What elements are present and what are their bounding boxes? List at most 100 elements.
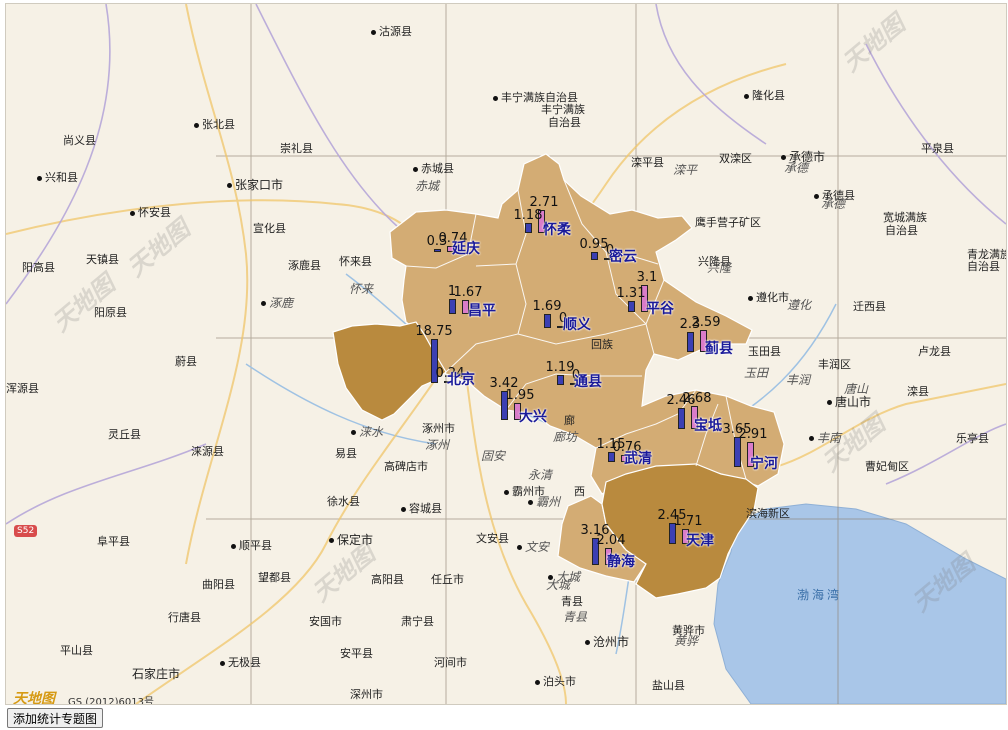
- region-bar-series-2[interactable]: [570, 383, 577, 385]
- place-label: 阳高县: [22, 262, 55, 274]
- place-label-text: 涿鹿县: [288, 259, 321, 272]
- region-bar-series-2[interactable]: [514, 403, 521, 420]
- region-name-label[interactable]: 密云: [609, 249, 637, 265]
- region-name-label[interactable]: 天津: [686, 533, 714, 549]
- region-name-label[interactable]: 平谷: [646, 301, 674, 317]
- region-bar-series-1[interactable]: [434, 249, 441, 252]
- region-bar-series-1[interactable]: [431, 339, 438, 383]
- place-label-text: 迁西县: [853, 300, 886, 313]
- region-name-label[interactable]: 静海: [607, 554, 635, 570]
- place-label: 自治县: [548, 117, 581, 129]
- place-label-text: 丰宁满族自治县: [501, 91, 578, 104]
- bar-value-label: 2.71: [529, 194, 559, 210]
- region-bar-series-1[interactable]: [734, 437, 741, 467]
- region-name-label[interactable]: 顺义: [563, 317, 591, 333]
- region-bar-series-2[interactable]: [444, 380, 451, 383]
- region-bar-series-1[interactable]: [449, 299, 456, 314]
- place-label: 滦平: [673, 164, 697, 176]
- region-bar-series-1[interactable]: [628, 300, 635, 312]
- region-name-label[interactable]: 通县: [574, 374, 602, 390]
- region-bar-series-2[interactable]: [605, 547, 612, 565]
- place-label-text: 任丘市: [431, 573, 464, 586]
- place-label-text: 石家庄市: [132, 667, 181, 681]
- place-label-text: 霸州市: [512, 485, 545, 498]
- region-bar-series-2[interactable]: [641, 285, 648, 312]
- city-dot-icon: [231, 543, 236, 549]
- place-label: 兴隆: [707, 262, 731, 274]
- region-bar-series-1[interactable]: [669, 523, 676, 544]
- region-bar-series-2[interactable]: [462, 299, 469, 314]
- region-name-label[interactable]: 怀柔: [543, 222, 571, 238]
- city-dot-icon: [37, 175, 42, 181]
- region-name-label[interactable]: 大兴: [519, 409, 547, 425]
- region-name-label[interactable]: 延庆: [452, 241, 480, 257]
- city-dot-icon: [827, 400, 832, 405]
- place-label-text: 丰润: [786, 373, 811, 387]
- region-bar-series-1[interactable]: [525, 222, 532, 233]
- place-label: 天镇县: [86, 254, 119, 266]
- region-name-label[interactable]: 昌平: [468, 303, 496, 319]
- place-label: 张家口市: [227, 179, 283, 191]
- region-bar-series-2[interactable]: [538, 209, 545, 233]
- region-bar-series-1[interactable]: [544, 313, 551, 328]
- place-label: 河间市: [434, 657, 467, 669]
- region-name-label[interactable]: 宁河: [750, 456, 778, 472]
- place-label: 青县: [561, 596, 583, 608]
- place-label-text: 蔚县: [175, 355, 197, 368]
- place-label-text: 廊坊: [553, 430, 578, 444]
- region-bar-series-2[interactable]: [621, 455, 628, 462]
- place-label-text: 沧州市: [593, 635, 630, 649]
- region-bar-series-1[interactable]: [678, 408, 685, 429]
- place-label: 霸州市: [504, 486, 545, 498]
- city-dot-icon: [504, 489, 509, 495]
- place-label: 遵化: [787, 299, 811, 311]
- region-bar-series-1[interactable]: [592, 537, 599, 565]
- region-bar-series-2[interactable]: [447, 245, 454, 252]
- place-label: 滦县: [907, 386, 929, 398]
- place-label: 怀安县: [130, 207, 171, 219]
- bar-value-label: 1.71: [673, 514, 703, 530]
- place-label: 曲阳县: [202, 579, 235, 591]
- add-statistics-thematic-map-button[interactable]: 添加统计专题图: [7, 708, 104, 728]
- region-bar-series-2[interactable]: [700, 329, 707, 352]
- place-label: 丰南: [809, 432, 841, 444]
- region-name-label[interactable]: 宝坻: [694, 418, 722, 434]
- region-bar-series-2[interactable]: [557, 326, 564, 328]
- place-label-text: 滨海新区: [746, 507, 790, 520]
- region-name-label[interactable]: 北京: [447, 372, 475, 388]
- place-label: 平山县: [60, 645, 93, 657]
- region-bar-series-1[interactable]: [501, 390, 508, 420]
- place-label: 双滦区: [719, 153, 752, 165]
- region-bar-series-2[interactable]: [604, 258, 611, 260]
- place-label-text: 阳高县: [22, 261, 55, 274]
- place-label-text: 容城县: [409, 502, 442, 515]
- region-bar-series-1[interactable]: [557, 374, 564, 385]
- city-dot-icon: [809, 436, 814, 441]
- region-bar-series-1[interactable]: [687, 332, 694, 352]
- place-label: 宽城满族: [883, 212, 927, 224]
- bar-value-label: 2.91: [738, 427, 768, 443]
- region-bar-series-2[interactable]: [691, 406, 698, 429]
- region-name-label[interactable]: 武清: [624, 451, 652, 467]
- place-label-text: 张家口市: [235, 178, 284, 192]
- region-bar-series-2[interactable]: [682, 529, 689, 544]
- place-label: 怀来县: [339, 256, 372, 268]
- region-bar-series-1[interactable]: [591, 251, 598, 260]
- place-label-text: 承德县: [822, 189, 855, 202]
- region-name-label[interactable]: 蓟县: [705, 341, 733, 357]
- region-bar-series-1[interactable]: [608, 452, 615, 462]
- city-dot-icon: [748, 295, 753, 301]
- place-label: 涿州: [425, 439, 449, 451]
- city-dot-icon: [413, 166, 418, 172]
- region-bar-series-2[interactable]: [747, 442, 754, 467]
- place-label-text: 平泉县: [921, 142, 954, 155]
- place-label: 无极县: [220, 657, 261, 669]
- place-label-text: 卢龙县: [918, 345, 951, 358]
- place-label: 盐山县: [652, 680, 685, 692]
- bar-value-label: 1.19: [545, 359, 575, 375]
- place-label: 霸州: [528, 496, 560, 508]
- place-label-text: 安平县: [340, 647, 373, 660]
- place-label-text: 承德: [821, 197, 846, 211]
- map-canvas[interactable]: 天地图 天地图 天地图 天地图 天地图 天地图 S52 沽源县 丰宁满族自治县 丰宁…: [5, 3, 1007, 705]
- place-label-text: 丰南: [817, 431, 842, 445]
